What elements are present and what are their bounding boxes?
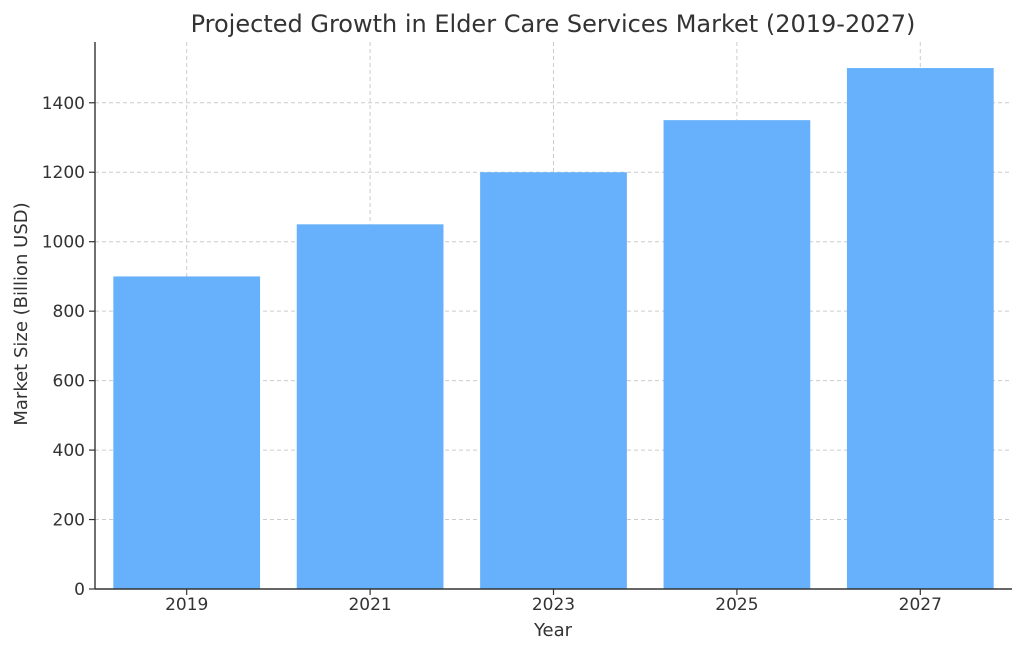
y-axis-label: Market Size (Billion USD) [11, 202, 32, 425]
bar-2021 [296, 224, 444, 590]
x-axis-label: Year [533, 620, 573, 641]
y-tick-label: 800 [53, 302, 85, 322]
bar-2027 [846, 68, 994, 590]
y-tick-label: 200 [53, 511, 85, 531]
y-tick-label: 400 [53, 441, 85, 461]
x-tick-label: 2025 [715, 595, 758, 615]
y-tick-label: 600 [53, 372, 85, 392]
chart-title: Projected Growth in Elder Care Services … [191, 10, 916, 38]
y-tick-label: 1000 [42, 233, 85, 253]
y-tick-label: 1400 [42, 94, 85, 114]
bar-2025 [663, 120, 811, 590]
x-ticks: 2019 2021 2023 2025 2027 [165, 589, 942, 615]
y-ticks: 0 200 400 600 800 1000 1200 1400 [42, 94, 95, 600]
x-tick-label: 2019 [165, 595, 208, 615]
y-tick-label: 1200 [42, 163, 85, 183]
bars-layer [113, 68, 994, 590]
bar-2023 [480, 172, 627, 589]
x-tick-label: 2023 [532, 595, 575, 615]
x-tick-label: 2021 [348, 595, 391, 615]
x-tick-label: 2027 [899, 595, 942, 615]
bar-2019 [113, 276, 261, 589]
y-tick-label: 0 [74, 580, 85, 600]
